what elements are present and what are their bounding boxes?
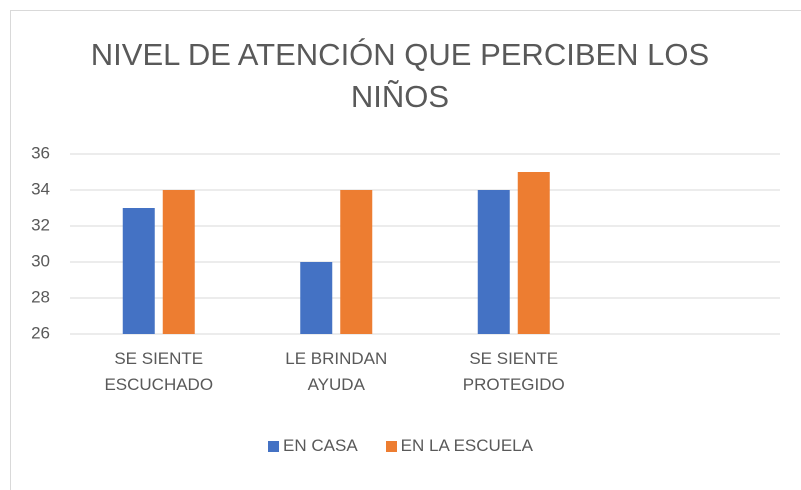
bar — [122, 208, 155, 334]
bar — [340, 190, 373, 334]
y-tick-label: 30 — [31, 251, 50, 270]
legend-swatch — [385, 440, 397, 452]
legend-item: EN LA ESCUELA — [385, 436, 533, 456]
y-tick-label: 32 — [31, 215, 50, 234]
legend-item: EN CASA — [268, 436, 358, 456]
y-tick-label: 36 — [31, 143, 50, 162]
legend-label: EN LA ESCUELA — [400, 436, 533, 455]
bar — [477, 190, 510, 334]
x-tick-label: LE BRINDAN AYUDA — [285, 349, 388, 394]
y-tick-label: 26 — [31, 323, 50, 342]
bar — [300, 262, 333, 334]
chart-title: NIVEL DE ATENCIÓN QUE PERCIBEN LOS NIÑOS — [90, 37, 710, 114]
x-tick-label: SE SIENTE PROTEGIDO — [462, 349, 565, 394]
x-tick-label: SE SIENTE ESCUCHADO — [104, 349, 214, 394]
legend-label: EN CASA — [283, 436, 358, 455]
chart-frame — [10, 10, 801, 490]
legend-swatch — [268, 440, 280, 452]
y-tick-label: 34 — [31, 179, 50, 198]
page: NIVEL DE ATENCIÓN QUE PERCIBEN LOS NIÑOS… — [0, 10, 801, 490]
bar — [517, 172, 550, 334]
y-tick-label: 28 — [31, 287, 50, 306]
plot: 26 28 30 32 34 36 — [31, 143, 780, 342]
bar — [162, 190, 195, 334]
legend: EN CASA EN LA ESCUELA — [0, 436, 801, 456]
